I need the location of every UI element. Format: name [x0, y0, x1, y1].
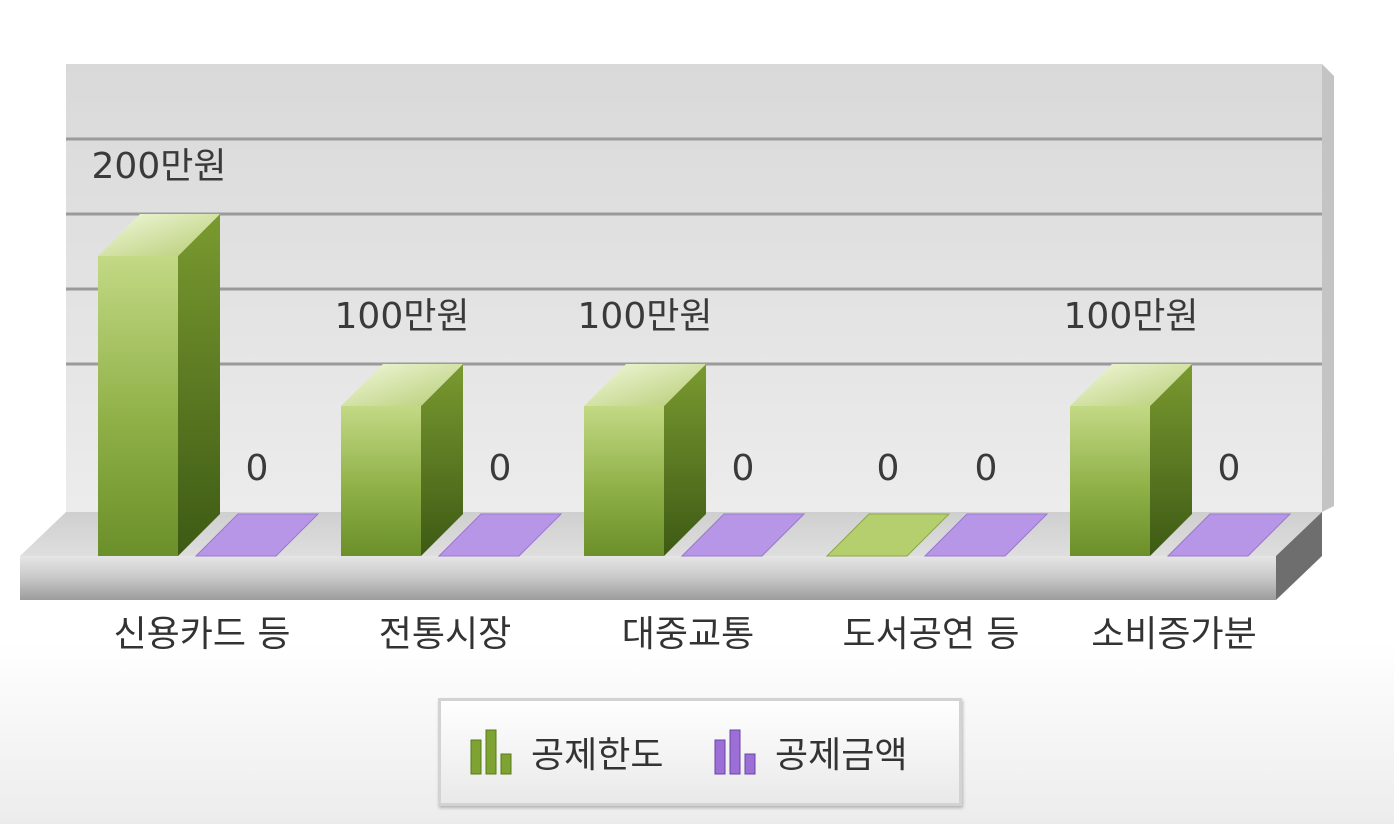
category-label: 도서공연 등: [842, 614, 1019, 655]
bar: [437, 513, 563, 557]
bar-top: [825, 513, 951, 557]
bar-top: [341, 364, 463, 406]
bar-side: [1150, 364, 1192, 556]
legend-label: 공제금액: [775, 735, 908, 776]
bar-top: [98, 214, 220, 256]
legend-item-공제금액: 공제금액: [713, 701, 907, 803]
bar-top: [437, 513, 563, 557]
category-label: 신용카드 등: [113, 614, 290, 655]
bar-front: [98, 256, 178, 556]
chart-side-wall: [1322, 64, 1334, 512]
green-bar-chart-icon: [470, 729, 512, 775]
bar-front: [584, 406, 664, 556]
bar-side: [178, 214, 220, 556]
bar: [680, 513, 806, 557]
bar-top: [584, 364, 706, 406]
bar: [341, 364, 463, 556]
bar: [1166, 513, 1292, 557]
data-label: 0: [246, 448, 269, 489]
bar: [923, 513, 1049, 557]
category-label: 전통시장: [379, 614, 511, 655]
bar-top: [1070, 364, 1192, 406]
bar: [584, 364, 706, 556]
chart-floor-side: [1276, 512, 1322, 600]
legend-label: 공제한도: [531, 735, 664, 776]
data-label: 100만원: [578, 296, 713, 337]
data-label: 0: [877, 448, 900, 489]
bar: [194, 513, 320, 557]
legend-item-공제한도: 공제한도: [469, 701, 663, 803]
bar-front: [341, 406, 421, 556]
category-label: 대중교통: [622, 614, 754, 655]
bar: [1070, 364, 1192, 556]
category-label: 소비증가분: [1091, 614, 1257, 655]
bar-top: [680, 513, 806, 557]
data-label: 0: [975, 448, 998, 489]
data-label: 0: [1218, 448, 1241, 489]
chart-legend: 공제한도 공제금액: [438, 698, 962, 806]
bar-top: [923, 513, 1049, 557]
bar-top: [1166, 513, 1292, 557]
bar-side: [421, 364, 463, 556]
data-label: 0: [732, 448, 755, 489]
bar: [98, 214, 220, 556]
data-label: 0: [489, 448, 512, 489]
data-label: 100만원: [1064, 296, 1199, 337]
bar-side: [664, 364, 706, 556]
purple-bar-chart-icon: [714, 729, 756, 775]
data-label: 200만원: [92, 146, 227, 187]
bar: [825, 513, 951, 557]
bar-front: [1070, 406, 1150, 556]
chart-floor-front: [20, 556, 1276, 600]
bar-top: [194, 513, 320, 557]
data-label: 100만원: [335, 296, 470, 337]
